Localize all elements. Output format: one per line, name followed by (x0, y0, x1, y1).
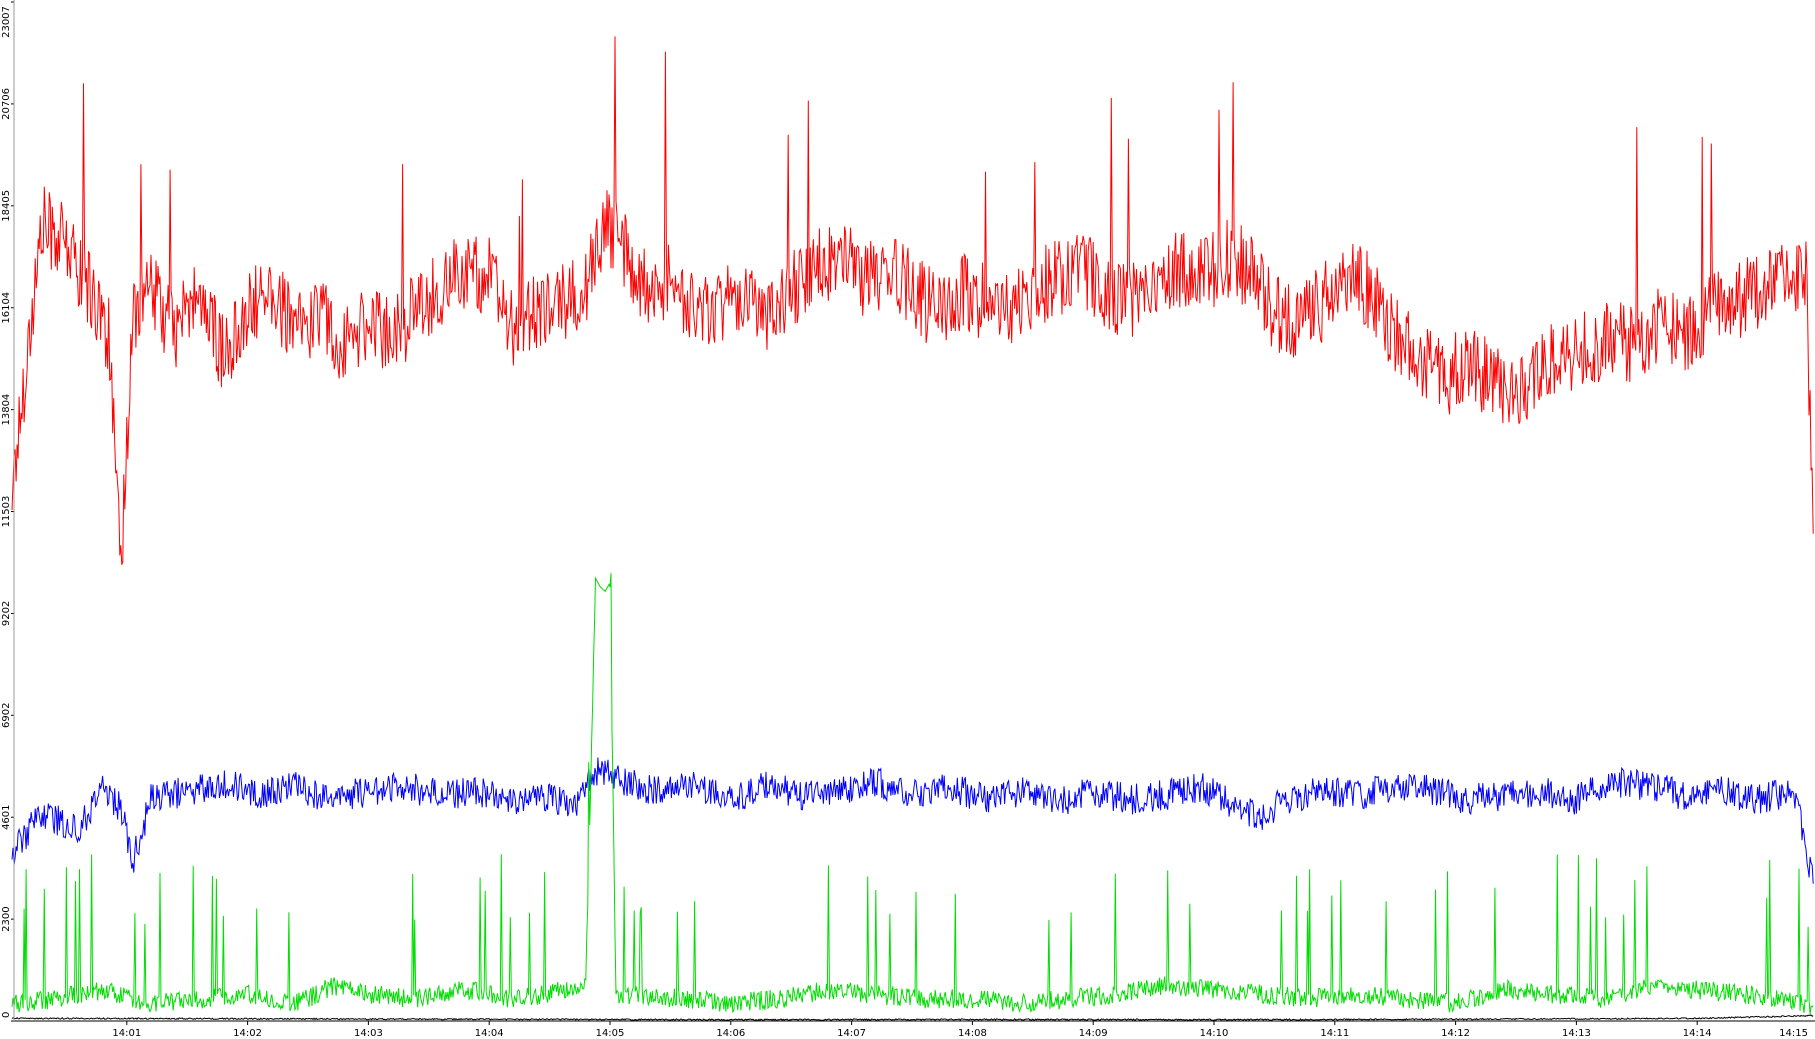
x-tick-label: 14:03 (354, 1028, 383, 1039)
x-tick-label: 14:13 (1562, 1028, 1591, 1039)
x-tick-label: 14:06 (716, 1028, 745, 1039)
x-tick-label: 14:08 (958, 1028, 987, 1039)
series-line (11, 757, 1814, 884)
x-tick-label: 14:04 (475, 1028, 504, 1039)
y-tick-label: 18405 (1, 190, 12, 222)
series-line (11, 573, 1814, 1015)
series-line (11, 36, 1814, 565)
y-tick-label: 20706 (1, 88, 12, 120)
x-tick-label: 14:02 (233, 1028, 262, 1039)
x-tick-label: 14:10 (1200, 1028, 1229, 1039)
y-tick-label: 6902 (1, 703, 12, 728)
x-tick-label: 14:01 (112, 1028, 141, 1039)
y-tick-label: 16104 (1, 292, 12, 324)
x-tick-label: 14:12 (1441, 1028, 1470, 1039)
series-layer (11, 36, 1814, 1022)
y-tick-label: 0 (1, 1012, 12, 1018)
x-tick-label: 14:11 (1320, 1028, 1349, 1039)
y-tick-label: 2300 (1, 906, 12, 931)
x-tick-label: 14:14 (1683, 1028, 1712, 1039)
y-tick-label: 9202 (1, 601, 12, 626)
x-tick-label: 14:09 (1079, 1028, 1108, 1039)
y-tick-label: 11503 (1, 496, 12, 528)
y-tick-label: 23007 (1, 6, 12, 38)
x-tick-label: 14:15 (1779, 1028, 1808, 1039)
x-tick-label: 14:07 (837, 1028, 866, 1039)
y-tick-label: 13804 (1, 394, 12, 426)
x-tick-label: 14:05 (596, 1028, 625, 1039)
series-line (11, 1014, 1814, 1022)
y-axis-ticks: 0 2300 4601 6902 9202 11503 13804 16104 18405 207… (1, 1, 14, 1022)
x-axis-ticks: 14:01 14:02 14:03 14:04 14:05 14:06 14:07 14:08… (112, 1021, 1808, 1039)
y-tick-label: 4601 (1, 804, 12, 829)
